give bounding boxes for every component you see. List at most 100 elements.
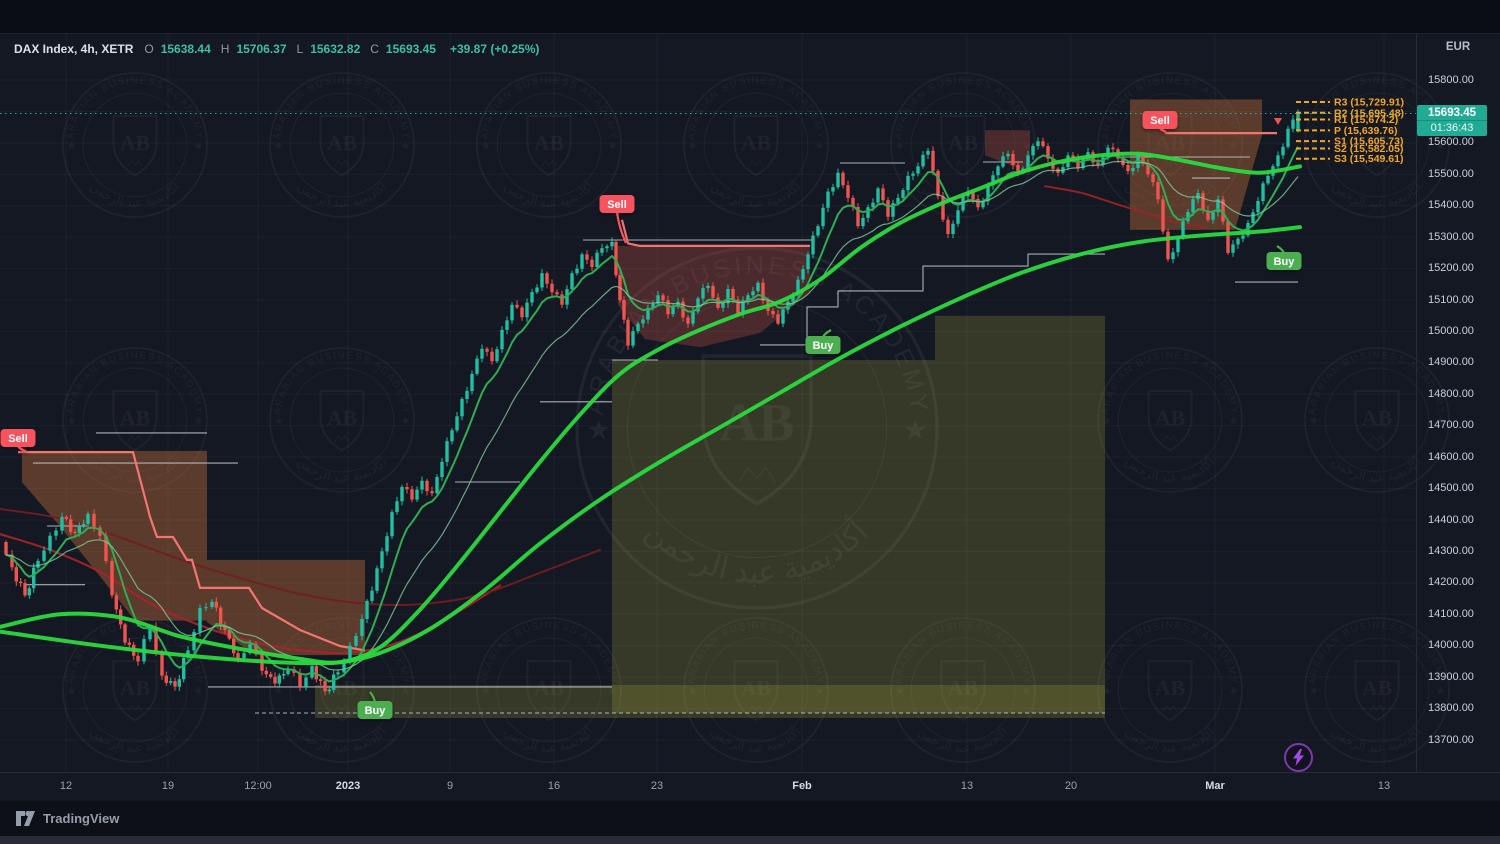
svg-text:AB: AB	[948, 676, 978, 700]
ema-ribbon-line	[5, 160, 1299, 671]
svg-text:★: ★	[815, 140, 825, 152]
svg-text:★: ★	[481, 685, 491, 697]
lightning-bolt-icon	[1293, 749, 1304, 766]
price-tick-label: 15100.00	[1428, 294, 1474, 306]
price-tick-label: 14500.00	[1428, 482, 1474, 494]
pivot-level-label: S2 (15,582.05)	[1334, 143, 1403, 155]
ema-ribbon-line	[5, 146, 1299, 683]
svg-text:★: ★	[401, 140, 411, 152]
svg-text:AB: AB	[534, 676, 564, 700]
svg-text:AB: AB	[327, 406, 357, 430]
price-tick-label: 14100.00	[1428, 608, 1474, 620]
price-tick-label: 15200.00	[1428, 262, 1474, 274]
red-ma-line	[1044, 185, 1206, 229]
buy-signal-label[interactable]: Buy	[1266, 245, 1302, 270]
svg-text:أكاديمية عبد الرحمن: أكاديمية عبد الرحمن	[709, 724, 804, 755]
svg-text:★: ★	[895, 685, 905, 697]
indicator-zone	[612, 315, 1105, 713]
svg-text:★: ★	[67, 415, 77, 427]
price-tick-label: 14800.00	[1428, 388, 1474, 400]
time-tick-label: 16	[547, 780, 561, 792]
watermark-logo: ARABIAN BUSINESS ACADEMYأكاديمية عبد الر…	[476, 72, 622, 218]
price-tick-label: 14600.00	[1428, 451, 1474, 463]
watermark-logo: ARABIAN BUSINESS ACADEMYأكاديمية عبد الر…	[683, 72, 829, 218]
svg-text:★: ★	[586, 415, 610, 445]
last-price-value: 15693.45	[1428, 107, 1476, 119]
tradingview-logo-icon[interactable]	[16, 810, 35, 827]
svg-text:Sell: Sell	[607, 199, 627, 211]
pivot-level-label: S1 (15,605.73)	[1334, 136, 1403, 148]
lime-ma-line	[0, 151, 1302, 665]
price-tick-label: 13900.00	[1428, 671, 1474, 683]
time-axis-separator	[0, 772, 1500, 773]
svg-text:★: ★	[67, 140, 77, 152]
svg-text:★: ★	[895, 140, 905, 152]
arrow-down-marker	[1274, 118, 1282, 125]
time-tick-label: Feb	[792, 780, 812, 792]
svg-text:Buy: Buy	[813, 340, 835, 352]
time-tick-label: 12:00	[244, 780, 272, 792]
price-tick-label: 13700.00	[1428, 734, 1474, 746]
symbol-title[interactable]: DAX Index, 4h, XETR	[14, 42, 134, 56]
svg-text:★: ★	[688, 140, 698, 152]
svg-text:★: ★	[1309, 415, 1319, 427]
symbol-legend[interactable]: DAX Index, 4h, XETR O 15638.44 H 15706.3…	[14, 42, 539, 56]
svg-text:★: ★	[815, 685, 825, 697]
sell-signal-label[interactable]: Sell	[0, 429, 36, 454]
watermark-logo: ARABIAN BUSINESS ACADEMYأكاديمية عبد الر…	[269, 72, 415, 218]
watermark-logo: ARABIAN BUSINESS ACADEMYأكاديمية عبد الر…	[269, 347, 415, 493]
svg-text:★: ★	[194, 140, 204, 152]
svg-text:★: ★	[274, 140, 284, 152]
svg-text:★: ★	[608, 685, 618, 697]
indicator-cloud	[207, 559, 365, 656]
svg-text:Buy: Buy	[1274, 256, 1296, 268]
tradingview-label[interactable]: TradingView	[43, 811, 120, 826]
svg-text:★: ★	[194, 415, 204, 427]
svg-text:★: ★	[1102, 415, 1112, 427]
svg-text:AB: AB	[741, 676, 771, 700]
red-ma-line	[0, 508, 601, 606]
svg-text:★: ★	[274, 415, 284, 427]
indicator-zone	[315, 685, 1105, 718]
svg-text:AB: AB	[1155, 131, 1185, 155]
svg-text:★: ★	[67, 685, 77, 697]
price-tick-label: 15800.00	[1428, 74, 1474, 86]
svg-text:★: ★	[1229, 140, 1239, 152]
low-value: 15632.82	[310, 42, 361, 56]
bottom-strip	[0, 836, 1500, 844]
sell-signal-label[interactable]: Sell	[1142, 111, 1178, 134]
attribution-bar: TradingView	[0, 801, 1500, 836]
svg-text:★: ★	[1102, 685, 1112, 697]
time-tick-label: 13	[1377, 780, 1391, 792]
svg-text:AB: AB	[327, 131, 357, 155]
time-tick-label: Mar	[1205, 780, 1225, 792]
svg-text:★: ★	[481, 140, 491, 152]
buy-signal-label[interactable]: Buy	[805, 329, 841, 354]
top-strip	[0, 0, 1500, 34]
pivot-level-label: P (15,639.76)	[1334, 125, 1397, 137]
svg-text:AB: AB	[948, 131, 978, 155]
lime-ma-line	[0, 225, 1302, 666]
svg-text:★: ★	[1309, 140, 1319, 152]
pivot-level-label: R1 (15,674.2)	[1334, 114, 1398, 126]
svg-text:Sell: Sell	[1150, 115, 1170, 127]
bar-countdown: 01:36:43	[1417, 120, 1487, 136]
time-tick-label: 19	[161, 780, 175, 792]
time-tick-label: 2023	[335, 780, 361, 792]
buy-signal-label[interactable]: Buy	[357, 691, 393, 719]
pivot-level-label: S3 (15,549.61)	[1334, 153, 1403, 165]
svg-text:AB: AB	[534, 131, 564, 155]
sell-signal-label[interactable]: Sell	[599, 195, 635, 244]
open-label: O	[144, 42, 154, 56]
grid-lines	[0, 33, 1416, 772]
price-tick-label: 15500.00	[1428, 168, 1474, 180]
high-value: 15706.37	[236, 42, 287, 56]
time-tick-label: 23	[650, 780, 664, 792]
time-tick-label: 12	[59, 780, 73, 792]
svg-text:AB: AB	[1362, 131, 1392, 155]
svg-text:★: ★	[1436, 685, 1446, 697]
svg-text:★: ★	[401, 685, 411, 697]
quick-order-button[interactable]	[1284, 743, 1313, 772]
